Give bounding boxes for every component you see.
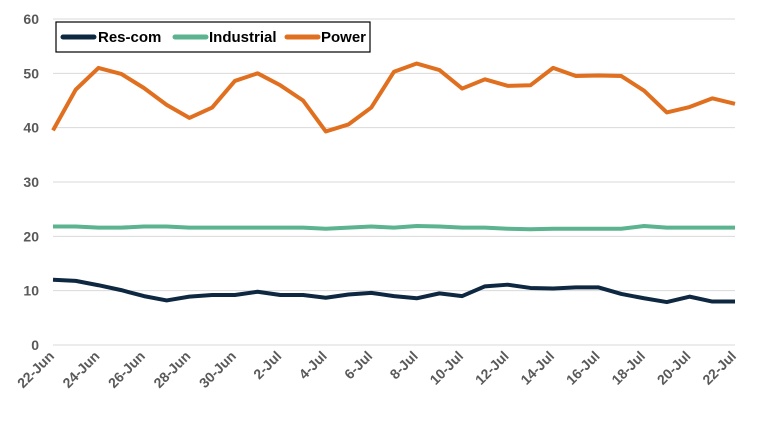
x-tick-label-14-jul: 14-Jul <box>517 348 557 388</box>
series-line-industrial <box>53 224 735 232</box>
x-tick-label-28-jun: 28-Jun <box>150 348 193 391</box>
series-line-power <box>51 61 736 134</box>
y-tick-label: 20 <box>23 228 39 244</box>
x-tick-label-2-jul: 2-Jul <box>250 348 284 382</box>
y-axis-tick-labels: 0 10 20 30 40 50 60 <box>23 11 39 353</box>
x-tick-label-8-jul: 8-Jul <box>386 348 420 382</box>
y-tick-label: 60 <box>23 11 39 27</box>
x-tick-label-22-jun: 22-Jun <box>14 348 57 391</box>
legend-label-power: Power <box>321 29 366 46</box>
x-tick-label-6-jul: 6-Jul <box>341 348 375 382</box>
y-tick-label: 50 <box>23 65 39 81</box>
x-tick-label-20-jul: 20-Jul <box>654 348 694 388</box>
y-tick-label: 30 <box>23 174 39 190</box>
series-lines <box>51 61 736 305</box>
x-tick-label-4-jul: 4-Jul <box>295 348 329 382</box>
x-tick-label-16-jul: 16-Jul <box>563 348 603 388</box>
x-tick-label-22-jul: 22-Jul <box>699 348 739 388</box>
x-tick-label-18-jul: 18-Jul <box>608 348 648 388</box>
y-tick-label: 40 <box>23 120 39 136</box>
y-tick-label: 0 <box>31 337 39 353</box>
x-tick-label-12-jul: 12-Jul <box>472 348 512 388</box>
legend-label-industrial: Industrial <box>209 29 277 46</box>
y-tick-label: 10 <box>23 283 39 299</box>
legend: Res-com Industrial Power <box>55 21 371 53</box>
series-line-res-com <box>52 277 735 305</box>
x-tick-label-24-jun: 24-Jun <box>59 348 102 391</box>
x-tick-label-30-jun: 30-Jun <box>196 348 239 391</box>
x-tick-label-26-jun: 26-Jun <box>105 348 148 391</box>
x-axis-tick-labels: 22-Jun 24-Jun 26-Jun 28-Jun 30-Jun 2-Jul 4-Jul… <box>14 348 739 391</box>
x-tick-label-10-jul: 10-Jul <box>426 348 466 388</box>
legend-label-res-com: Res-com <box>98 29 161 46</box>
